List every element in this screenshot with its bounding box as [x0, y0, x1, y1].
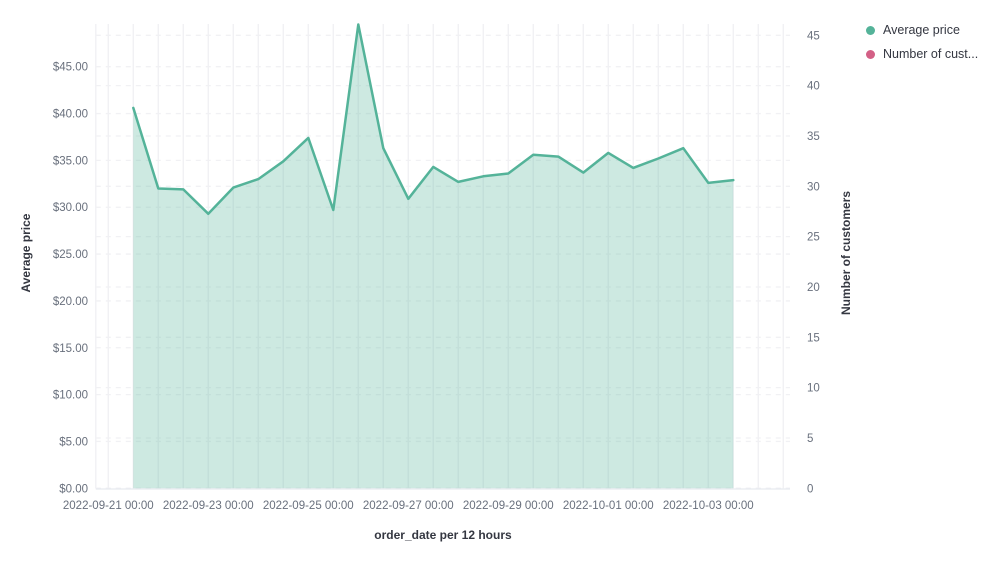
y-axis-title-left: Average price	[19, 213, 33, 293]
legend-item-number-of-customers[interactable]: Number of cust...	[866, 44, 978, 64]
y-tick-label-right: 10	[807, 383, 820, 395]
y-tick-label-left: $0.00	[59, 483, 88, 495]
y-tick-label-left: $20.00	[53, 296, 88, 308]
y-tick-label-left: $30.00	[53, 202, 88, 214]
y-tick-label-right: 5	[807, 433, 813, 445]
legend: Average price Number of cust...	[866, 20, 978, 64]
x-tick-label: 2022-09-21 00:00	[63, 500, 154, 512]
x-tick-label: 2022-10-01 00:00	[563, 500, 654, 512]
legend-item-average-price[interactable]: Average price	[866, 20, 978, 40]
y-tick-label-right: 40	[807, 81, 820, 93]
y-tick-label-right: 0	[807, 483, 813, 495]
y-tick-label-left: $25.00	[53, 249, 88, 261]
y-tick-label-left: $40.00	[53, 109, 88, 121]
y-tick-label-left: $5.00	[59, 437, 88, 449]
x-axis-title: order_date per 12 hours	[374, 528, 512, 542]
y-tick-label-right: 30	[807, 181, 820, 193]
y-tick-label-right: 35	[807, 131, 820, 143]
x-tick-label: 2022-09-29 00:00	[463, 500, 554, 512]
x-tick-label: 2022-09-25 00:00	[263, 500, 354, 512]
y-tick-label-right: 20	[807, 282, 820, 294]
y-tick-label-left: $15.00	[53, 343, 88, 355]
x-tick-label: 2022-09-23 00:00	[163, 500, 254, 512]
y-axis-title-right: Number of customers	[839, 190, 853, 316]
area-line	[132, 23, 735, 216]
legend-label: Average price	[883, 23, 960, 37]
y-tick-label-left: $45.00	[53, 62, 88, 74]
y-tick-label-right: 25	[807, 232, 820, 244]
y-tick-label-left: $35.00	[53, 155, 88, 167]
series-dot-icon	[866, 25, 875, 35]
x-tick-label: 2022-10-03 00:00	[663, 500, 754, 512]
series-dot-icon	[866, 49, 875, 59]
legend-label: Number of cust...	[883, 47, 979, 61]
x-tick-label: 2022-09-27 00:00	[363, 500, 454, 512]
area-fill	[133, 24, 734, 489]
y-tick-label-right: 15	[807, 332, 820, 344]
y-tick-label-left: $10.00	[53, 390, 88, 402]
y-tick-label-right: 45	[807, 30, 820, 42]
